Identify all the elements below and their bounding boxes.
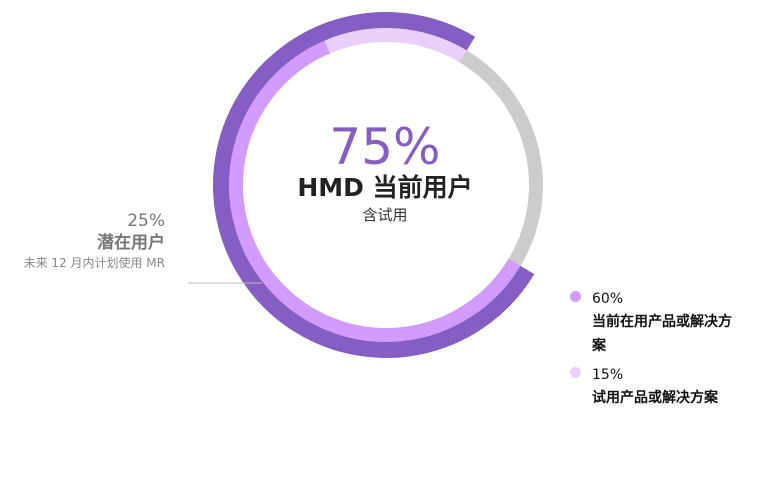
potential-users-title: 潜在用户 [97, 233, 165, 253]
center-subtitle: 含试用 [362, 206, 408, 224]
legend-label-trial: 试用产品或解决方案 [592, 390, 718, 406]
center-percent: 75% [329, 118, 441, 176]
legend-percent-trial: 15% [592, 367, 624, 383]
legend-label-current: 当前在用产品或解决方案 [592, 314, 732, 354]
legend-swatch-current [570, 291, 581, 302]
center-title: HMD 当前用户 [297, 173, 473, 202]
donut-segment-3 [459, 50, 543, 266]
legend-item-current: 60% 当前在用产品或解决方案 [568, 288, 768, 358]
donut-segment-1 [229, 40, 521, 342]
potential-users-label: 25% 潜在用户 未来 12 月内计划使用 MR [24, 210, 165, 272]
donut-segment-2 [324, 27, 467, 63]
legend-item-trial: 15% 试用产品或解决方案 [568, 364, 768, 410]
legend-swatch-trial [570, 367, 581, 378]
donut-segment-0 [213, 12, 535, 358]
potential-users-percent: 25% [127, 211, 165, 231]
potential-users-note: 未来 12 月内计划使用 MR [23, 256, 165, 270]
legend: 60% 当前在用产品或解决方案 15% 试用产品或解决方案 [568, 288, 768, 416]
legend-percent-current: 60% [592, 291, 624, 307]
